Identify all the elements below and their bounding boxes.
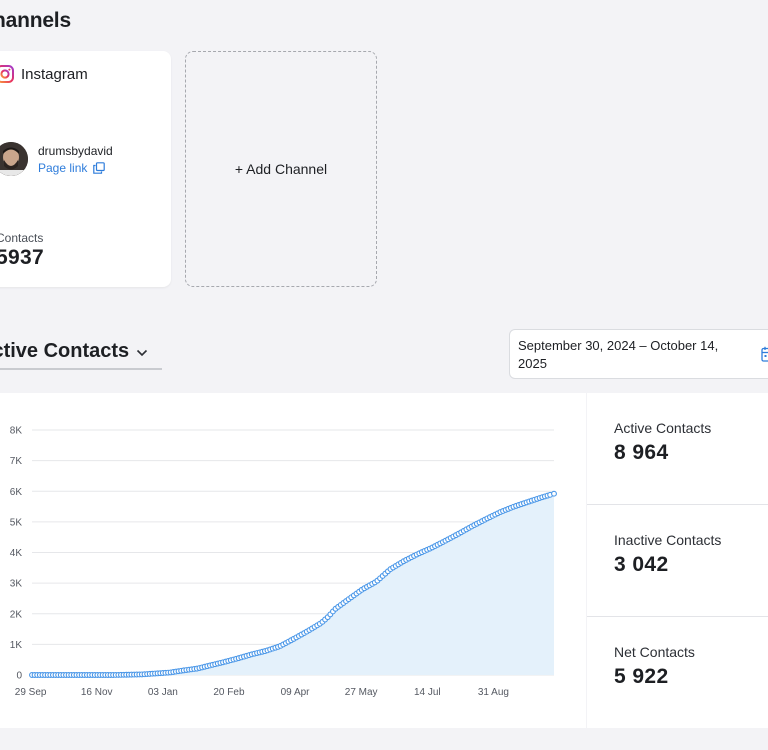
stat-value: 8 964 bbox=[614, 441, 669, 464]
stat-label: Inactive Contacts bbox=[614, 532, 722, 548]
channel-profile: drumsbydavid Page link bbox=[0, 142, 113, 176]
channel-card-instagram[interactable]: Instagram drumsbydavid Page link Contact bbox=[0, 51, 171, 287]
copy-icon[interactable] bbox=[93, 161, 106, 174]
avatar bbox=[0, 142, 28, 176]
y-tick-label: 8K bbox=[10, 426, 23, 437]
calendar-icon[interactable] bbox=[761, 346, 768, 362]
series-area bbox=[32, 493, 554, 675]
x-tick-label: 20 Feb bbox=[213, 687, 245, 698]
stat-net-contacts: Net Contacts 5 922 bbox=[587, 644, 768, 689]
page-link[interactable]: Page link bbox=[38, 161, 113, 175]
y-tick-label: 1K bbox=[10, 640, 23, 651]
stat-label: Active Contacts bbox=[614, 420, 712, 436]
stats-panel: Active Contacts 8 964 Inactive Contacts … bbox=[587, 393, 768, 728]
stat-value: 5 922 bbox=[614, 665, 669, 688]
metric-dropdown[interactable]: Active Contacts bbox=[0, 340, 162, 370]
y-tick-label: 5K bbox=[10, 517, 23, 528]
date-range-picker[interactable]: September 30, 2024 – October 14, 2025 bbox=[509, 329, 768, 379]
stat-label: Net Contacts bbox=[614, 644, 695, 660]
metric-dropdown-label[interactable]: Active Contacts bbox=[0, 340, 130, 362]
y-tick-label: 4K bbox=[10, 548, 23, 559]
stat-inactive-contacts: Inactive Contacts 3 042 bbox=[587, 532, 768, 577]
x-tick-label: 31 Aug bbox=[478, 687, 509, 698]
page-title: Channels bbox=[0, 9, 71, 32]
date-range-value[interactable]: September 30, 2024 – October 14, 2025 bbox=[518, 338, 719, 371]
contacts-label: Contacts bbox=[0, 231, 44, 245]
stat-active-contacts: Active Contacts 8 964 bbox=[587, 420, 768, 465]
x-tick-label: 09 Apr bbox=[281, 687, 311, 698]
add-channel-button[interactable]: + Add Channel bbox=[185, 51, 377, 287]
y-tick-label: 6K bbox=[10, 487, 23, 498]
channel-platform-name: Instagram bbox=[21, 65, 88, 83]
x-tick-label: 03 Jan bbox=[148, 687, 178, 698]
chevron-down-icon[interactable] bbox=[136, 349, 148, 357]
x-tick-label: 29 Sep bbox=[15, 687, 47, 698]
y-tick-label: 3K bbox=[10, 579, 23, 590]
active-contacts-chart: 0 1K 2K 3K 4K 5K 6K 7K 8K 29 Sep 16 Nov 03 Jan 20 Fe… bbox=[10, 426, 557, 698]
page-link-label[interactable]: Page link bbox=[38, 160, 88, 175]
data-point bbox=[551, 490, 557, 497]
y-tick-label: 0 bbox=[16, 671, 22, 682]
x-tick-label: 27 May bbox=[345, 687, 378, 698]
x-tick-label: 16 Nov bbox=[81, 687, 113, 698]
y-tick-label: 7K bbox=[10, 456, 23, 467]
y-tick-label: 2K bbox=[10, 609, 23, 620]
instagram-icon bbox=[0, 65, 14, 83]
stat-value: 3 042 bbox=[614, 553, 669, 576]
channel-handle: drumsbydavid bbox=[38, 143, 113, 158]
contacts-count: 5937 bbox=[0, 246, 44, 269]
divider bbox=[587, 616, 768, 617]
x-tick-label: 14 Jul bbox=[414, 687, 441, 698]
add-channel-label[interactable]: + Add Channel bbox=[234, 161, 328, 177]
divider bbox=[587, 504, 768, 505]
channel-header: Instagram bbox=[0, 65, 88, 83]
chart-panel: 0 1K 2K 3K 4K 5K 6K 7K 8K 29 Sep 16 Nov 03 Jan 20 Fe… bbox=[0, 393, 586, 728]
